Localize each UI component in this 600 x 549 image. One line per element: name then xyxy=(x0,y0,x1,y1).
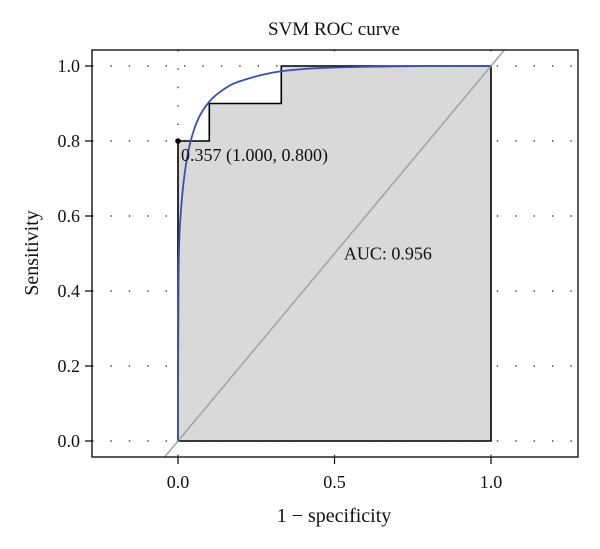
chart-title: SVM ROC curve xyxy=(268,19,400,40)
y-tick-label: 0.4 xyxy=(58,281,81,301)
x-axis: 0.0 0.5 1.0 xyxy=(167,457,503,492)
empirical-roc-step-line xyxy=(177,65,492,442)
series-layer xyxy=(163,50,506,457)
y-tick-label: 1.0 xyxy=(58,56,81,76)
y-tick-label: 0.2 xyxy=(58,356,81,376)
threshold-point xyxy=(175,138,181,144)
y-axis-label: Sensitivity xyxy=(21,210,43,296)
x-tick-label: 1.0 xyxy=(480,472,503,492)
x-tick-label: 0.0 xyxy=(167,472,190,492)
x-axis-label: 1 − specificity xyxy=(277,505,392,527)
y-axis: 0.0 0.2 0.4 0.6 0.8 1.0 xyxy=(58,56,92,451)
y-tick-label: 0.8 xyxy=(58,131,81,151)
y-tick-label: 0.6 xyxy=(58,206,81,226)
auc-label: AUC: 0.956 xyxy=(344,244,432,264)
x-tick-label: 0.5 xyxy=(323,472,346,492)
smoothed-roc-curve xyxy=(177,65,491,442)
threshold-label: 0.357 (1.000, 0.800) xyxy=(181,145,328,166)
y-tick-label: 0.0 xyxy=(58,431,81,451)
annotation-layer: 0.357 (1.000, 0.800) AUC: 0.956 xyxy=(175,138,432,264)
diagonal-reference-line xyxy=(163,50,506,457)
